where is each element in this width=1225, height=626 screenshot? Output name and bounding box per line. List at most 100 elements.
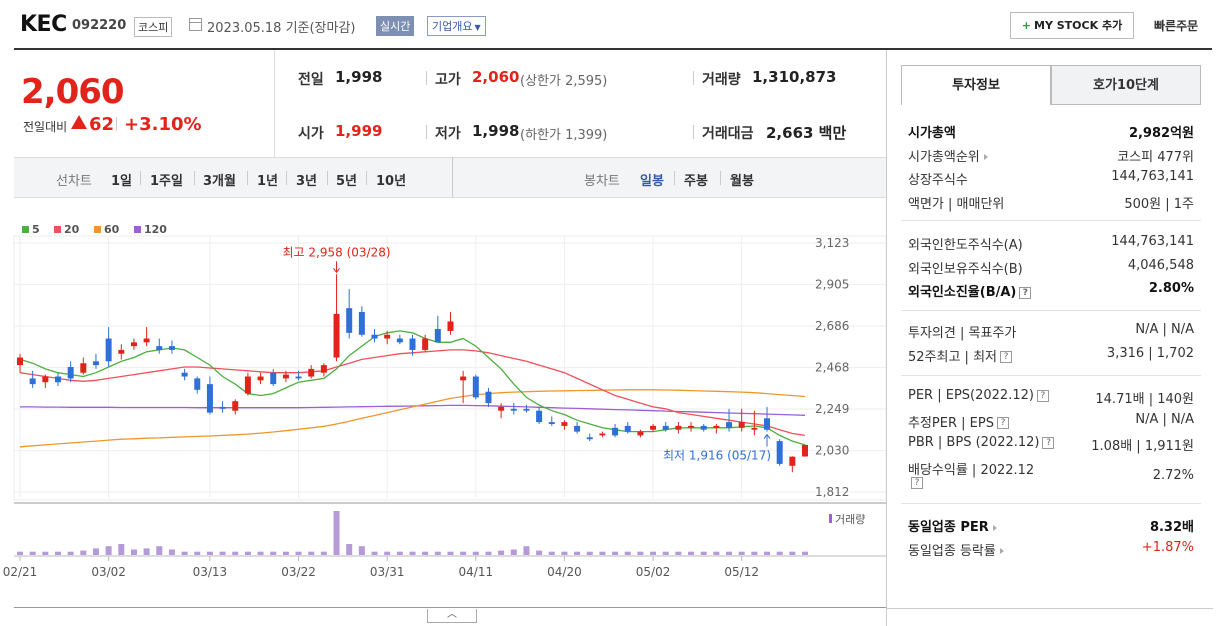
info-label-text: 52주최고 | 최저 bbox=[908, 349, 997, 365]
candle-body bbox=[561, 422, 568, 426]
help-icon[interactable]: ? bbox=[1036, 389, 1049, 402]
info-label-text: 외국인소진율(B/A) bbox=[908, 285, 1017, 300]
price-chart[interactable]: 5 20 60 120 3,123 2,905 2,686 2,468 2,249 2,030 1… bbox=[0, 198, 886, 608]
info-label-text: PBR | BPS (2022.12) bbox=[908, 435, 1040, 450]
volume-bar bbox=[346, 544, 353, 555]
info-row[interactable]: 시가총액순위 코스피 477위 bbox=[908, 146, 1194, 168]
company-info-dropdown[interactable]: 기업개요 ▼ bbox=[427, 16, 486, 36]
info-label-text: 상장주식수 bbox=[908, 173, 968, 188]
volume-bar bbox=[371, 551, 378, 555]
info-label: PBR | BPS (2022.12)? bbox=[908, 435, 1055, 450]
volume-bar bbox=[17, 551, 23, 555]
divider bbox=[693, 71, 694, 85]
period-1y[interactable]: 1년 bbox=[257, 174, 279, 189]
legend-swatch bbox=[94, 226, 101, 233]
prev-close-value: 1,998 bbox=[335, 68, 383, 86]
help-icon[interactable]: ? bbox=[911, 476, 923, 489]
volume-bar bbox=[485, 551, 492, 555]
chevron-right-icon bbox=[992, 524, 997, 531]
info-label-text: 동일업종 PER bbox=[908, 520, 989, 535]
info-row: PER | EPS(2022.12)? 14.71배 | 140원 bbox=[908, 388, 1194, 410]
volume-bar bbox=[67, 551, 74, 555]
candle-body bbox=[485, 391, 492, 404]
candle-body bbox=[181, 372, 188, 377]
candle-body bbox=[244, 376, 251, 394]
candle-body bbox=[118, 349, 125, 354]
volume-bar bbox=[232, 551, 239, 555]
divider bbox=[901, 375, 1201, 376]
info-label-text: 시가총액 bbox=[908, 126, 956, 141]
volume-bar bbox=[358, 546, 365, 555]
help-icon[interactable]: ? bbox=[1042, 436, 1055, 449]
candle-daily[interactable]: 일봉 bbox=[640, 174, 664, 189]
candle-body bbox=[574, 425, 581, 432]
candle-body bbox=[726, 422, 733, 428]
candle-body bbox=[536, 410, 543, 423]
tab-investment-info[interactable]: 투자정보 bbox=[901, 65, 1051, 105]
divider bbox=[674, 171, 675, 185]
amount-label: 거래대금 bbox=[702, 126, 754, 142]
info-label-text: PER | EPS(2022.12) bbox=[908, 388, 1034, 403]
candle-chart-label: 봉차트 bbox=[584, 174, 620, 189]
x-tick-label: 03/31 bbox=[370, 565, 405, 579]
info-value: 코스피 477위 bbox=[1117, 149, 1194, 165]
info-row: 52주최고 | 최저? 3,316 | 1,702 bbox=[908, 346, 1194, 368]
candle-monthly[interactable]: 월봉 bbox=[730, 174, 754, 189]
candle-body bbox=[460, 376, 467, 381]
chevron-down-icon: ▼ bbox=[474, 23, 481, 32]
help-icon[interactable]: ? bbox=[1019, 286, 1032, 299]
upper-limit: (상한가 2,595) bbox=[520, 74, 608, 89]
volume-bar bbox=[548, 551, 555, 555]
period-3m[interactable]: 3개월 bbox=[203, 174, 236, 189]
divider bbox=[366, 171, 367, 185]
candle-body bbox=[624, 425, 631, 432]
volume-bar bbox=[308, 551, 315, 555]
help-icon[interactable]: ? bbox=[1000, 351, 1012, 363]
info-row[interactable]: 동일업종 등락률 +1.87% bbox=[908, 540, 1194, 562]
candle-body bbox=[143, 338, 150, 343]
volume-bar bbox=[434, 551, 441, 555]
realtime-button[interactable]: 실시간 bbox=[376, 16, 415, 36]
volume-bar bbox=[219, 551, 226, 555]
period-3y[interactable]: 3년 bbox=[296, 174, 318, 189]
candle-body bbox=[257, 376, 264, 381]
divider bbox=[887, 608, 1213, 609]
info-label: 동일업종 등락률 bbox=[908, 540, 1004, 559]
ma60-line bbox=[19, 389, 806, 448]
quick-order-link[interactable]: 빠른주문 bbox=[1154, 19, 1199, 33]
volume-bar bbox=[612, 551, 619, 555]
collapse-button[interactable]: ︿ bbox=[427, 609, 477, 623]
low-label: 저가 bbox=[435, 126, 461, 142]
volume-bar bbox=[244, 551, 251, 555]
legend-swatch bbox=[134, 226, 141, 233]
info-label-text: 시가총액순위 bbox=[908, 149, 980, 165]
candle-weekly[interactable]: 주봉 bbox=[684, 174, 708, 189]
add-mystock-button[interactable]: + MY STOCK 추가 bbox=[1010, 12, 1134, 39]
plus-icon: + bbox=[1021, 19, 1032, 32]
candle-body bbox=[54, 376, 61, 383]
x-tick-label: 03/02 bbox=[91, 565, 126, 579]
info-label: 시가총액순위 bbox=[908, 146, 988, 165]
company-name: KEC bbox=[20, 12, 67, 37]
candle-body bbox=[17, 357, 23, 366]
candle-body bbox=[548, 422, 555, 425]
period-5y[interactable]: 5년 bbox=[336, 174, 358, 189]
candle-body bbox=[282, 374, 289, 379]
period-1d[interactable]: 1일 bbox=[111, 174, 133, 189]
open-label: 시가 bbox=[298, 126, 324, 142]
candle-body bbox=[764, 418, 771, 430]
candle-body bbox=[510, 408, 517, 411]
info-value: 1.08배 | 1,911원 bbox=[1091, 439, 1194, 454]
volume-bar bbox=[789, 551, 796, 555]
info-label: PER | EPS(2022.12)? bbox=[908, 388, 1049, 403]
volume-bar bbox=[713, 551, 720, 555]
period-1w[interactable]: 1주일 bbox=[150, 174, 183, 189]
tab-quote-10-levels[interactable]: 호가10단계 bbox=[1051, 65, 1201, 105]
info-value: 2,982억원 bbox=[1128, 126, 1194, 141]
help-icon[interactable]: ? bbox=[996, 417, 1009, 429]
volume-bar bbox=[574, 551, 581, 555]
info-value: 8.32배 bbox=[1149, 520, 1194, 535]
period-10y[interactable]: 10년 bbox=[376, 174, 407, 189]
info-row[interactable]: 동일업종 PER 8.32배 bbox=[908, 516, 1194, 538]
candle-body bbox=[80, 363, 87, 373]
